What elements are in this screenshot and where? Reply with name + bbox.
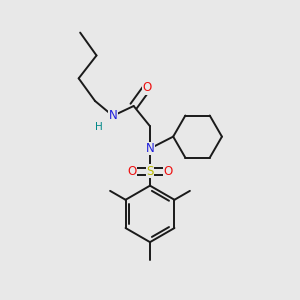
Text: H: H [95, 122, 103, 132]
Text: O: O [142, 81, 152, 94]
Text: S: S [146, 165, 154, 178]
Text: N: N [109, 109, 117, 122]
Text: O: O [128, 165, 137, 178]
Text: N: N [146, 142, 154, 155]
Text: O: O [163, 165, 172, 178]
